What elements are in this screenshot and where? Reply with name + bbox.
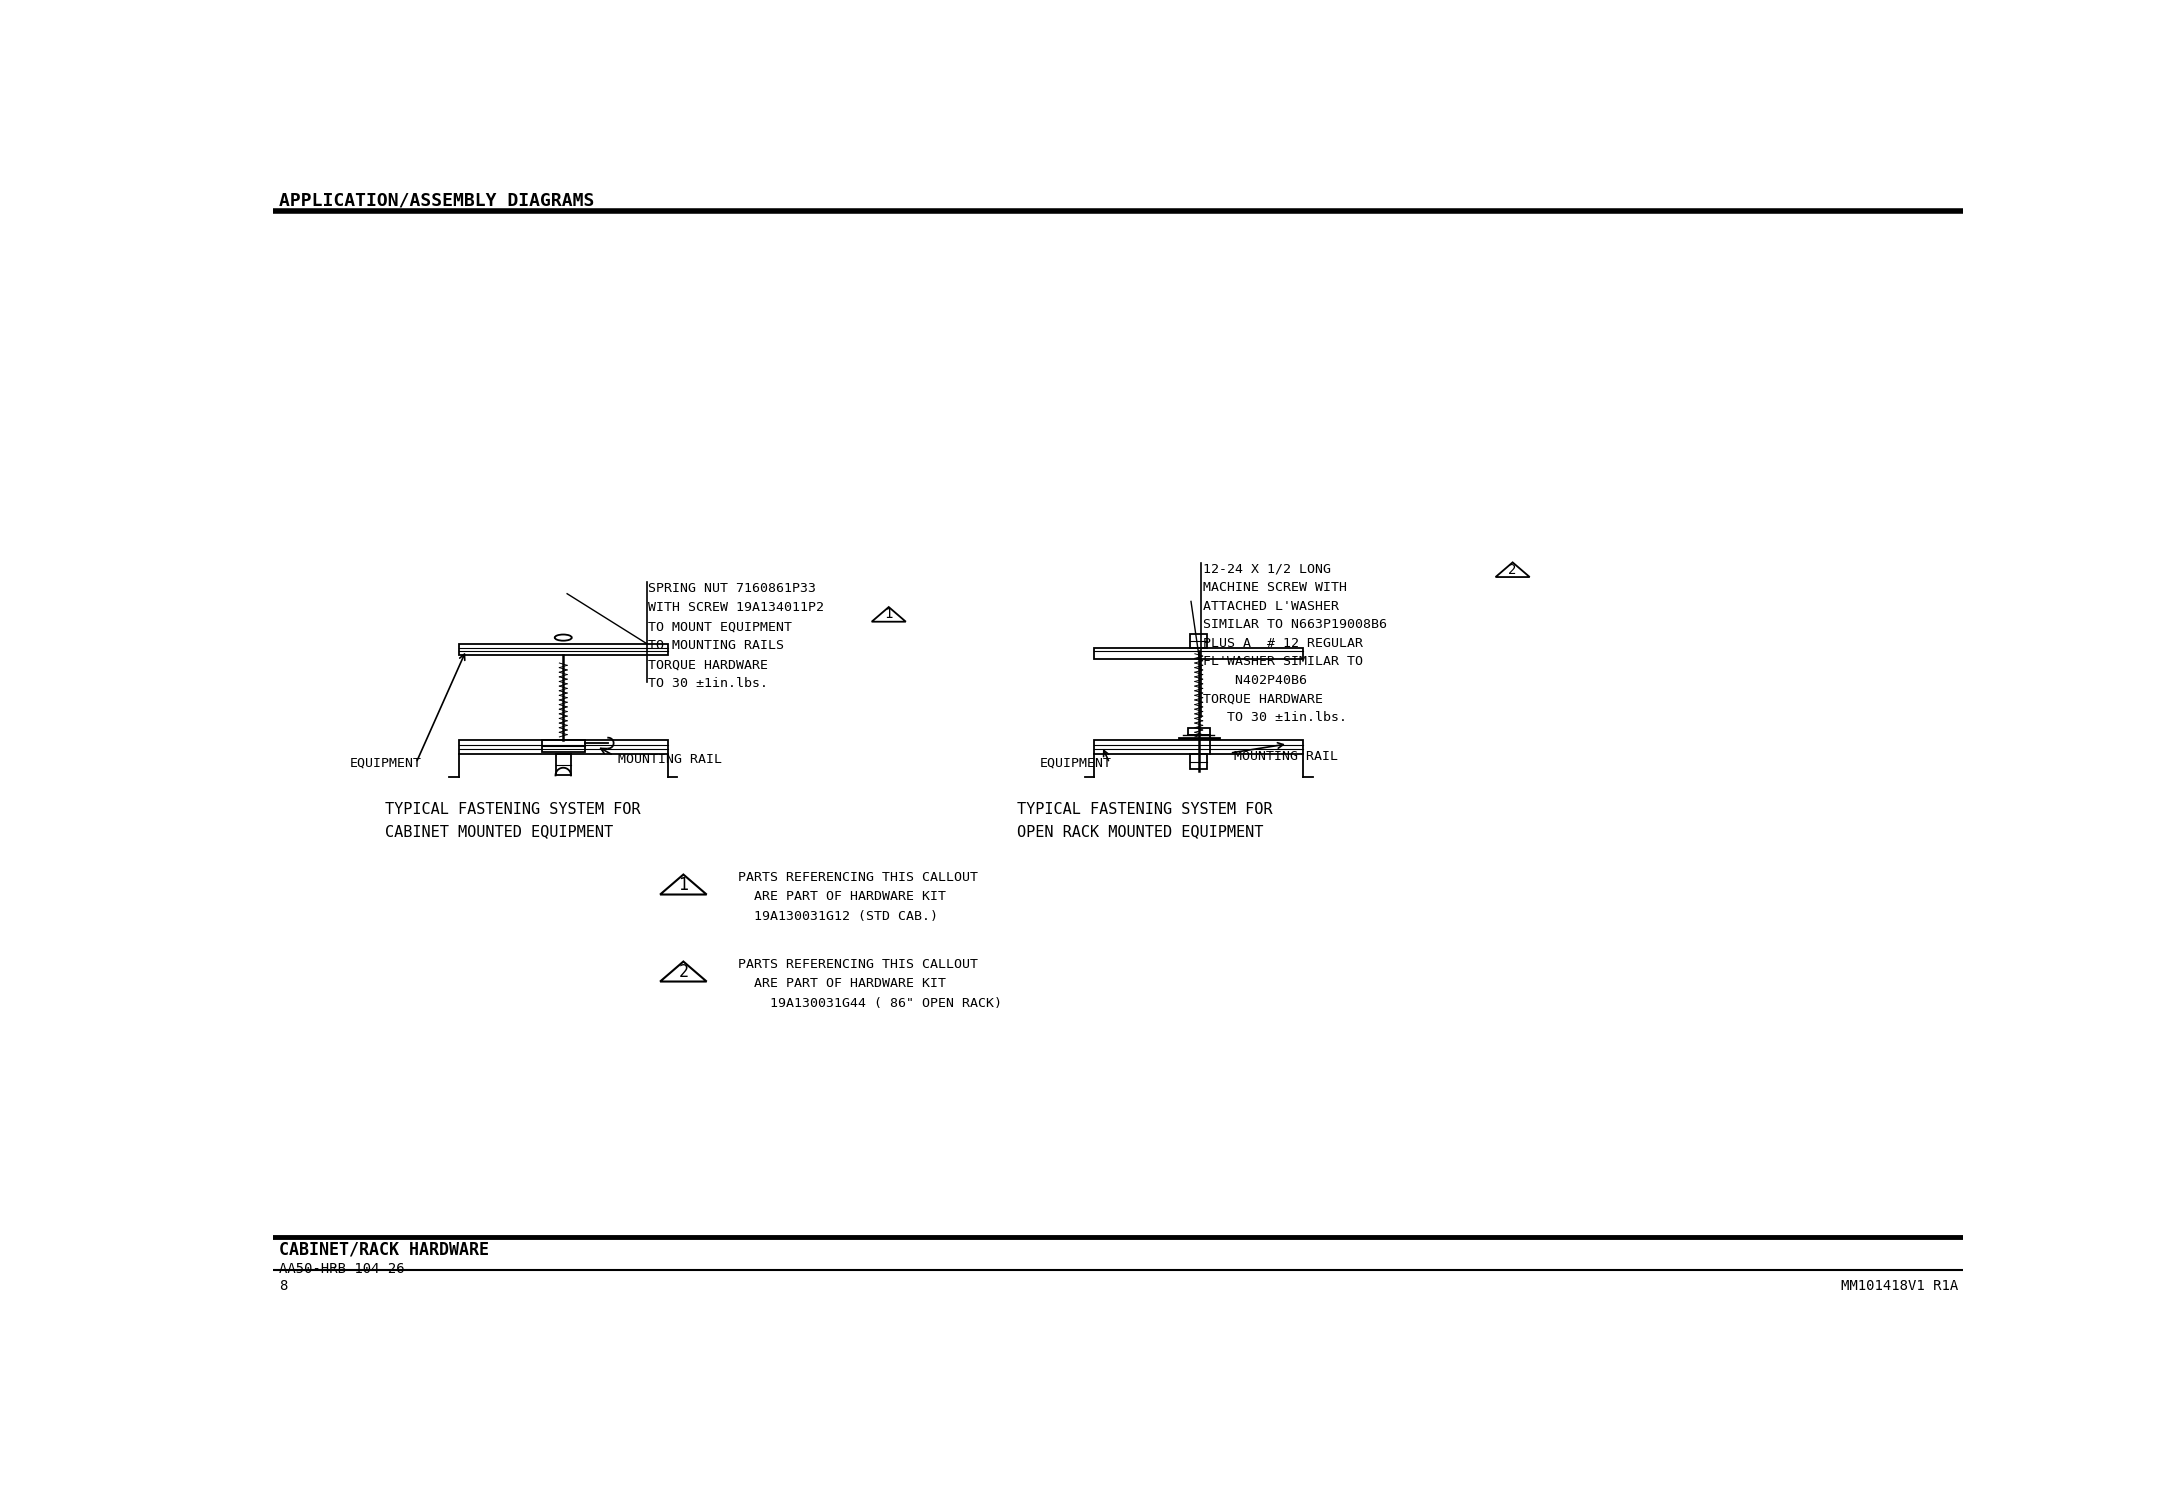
Text: MOUNTING RAIL: MOUNTING RAIL xyxy=(617,753,722,765)
Bar xyxy=(1189,728,1210,734)
Text: PARTS REFERENCING THIS CALLOUT
  ARE PART OF HARDWARE KIT
  19A130031G12 (STD CA: PARTS REFERENCING THIS CALLOUT ARE PART … xyxy=(737,871,977,923)
Text: 2: 2 xyxy=(1509,563,1516,576)
Bar xyxy=(1191,753,1208,770)
Text: 1: 1 xyxy=(885,608,892,621)
Text: MOUNTING RAIL: MOUNTING RAIL xyxy=(1234,750,1337,764)
Bar xyxy=(1095,740,1304,753)
Bar xyxy=(541,740,585,752)
Text: APPLICATION/ASSEMBLY DIAGRAMS: APPLICATION/ASSEMBLY DIAGRAMS xyxy=(279,192,593,210)
Text: 8: 8 xyxy=(279,1279,288,1292)
Bar xyxy=(458,643,667,655)
Bar xyxy=(1191,634,1208,648)
Text: EQUIPMENT: EQUIPMENT xyxy=(1040,756,1112,770)
Text: MM101418V1 R1A: MM101418V1 R1A xyxy=(1841,1279,1959,1292)
Text: AA50-HRB 104 26: AA50-HRB 104 26 xyxy=(279,1263,403,1276)
Text: PARTS REFERENCING THIS CALLOUT
  ARE PART OF HARDWARE KIT
    19A130031G44 ( 86": PARTS REFERENCING THIS CALLOUT ARE PART … xyxy=(737,957,1001,1010)
Text: EQUIPMENT: EQUIPMENT xyxy=(351,756,423,770)
Text: 12-24 X 1/2 LONG
MACHINE SCREW WITH
ATTACHED L'WASHER
SIMILAR TO N663P19008B6
PL: 12-24 X 1/2 LONG MACHINE SCREW WITH ATTA… xyxy=(1202,563,1387,724)
Text: SPRING NUT 7160861P33
WITH SCREW 19A134011P2
TO MOUNT EQUIPMENT
TO MOUNTING RAIL: SPRING NUT 7160861P33 WITH SCREW 19A1340… xyxy=(648,582,824,691)
Bar xyxy=(458,740,667,753)
Text: 2: 2 xyxy=(678,962,689,981)
Text: 1: 1 xyxy=(678,876,689,893)
Bar xyxy=(556,753,571,776)
Bar xyxy=(1095,648,1304,660)
Text: TYPICAL FASTENING SYSTEM FOR
OPEN RACK MOUNTED EQUIPMENT: TYPICAL FASTENING SYSTEM FOR OPEN RACK M… xyxy=(1016,801,1272,838)
Text: TYPICAL FASTENING SYSTEM FOR
CABINET MOUNTED EQUIPMENT: TYPICAL FASTENING SYSTEM FOR CABINET MOU… xyxy=(386,801,641,838)
Text: CABINET/RACK HARDWARE: CABINET/RACK HARDWARE xyxy=(279,1240,489,1258)
